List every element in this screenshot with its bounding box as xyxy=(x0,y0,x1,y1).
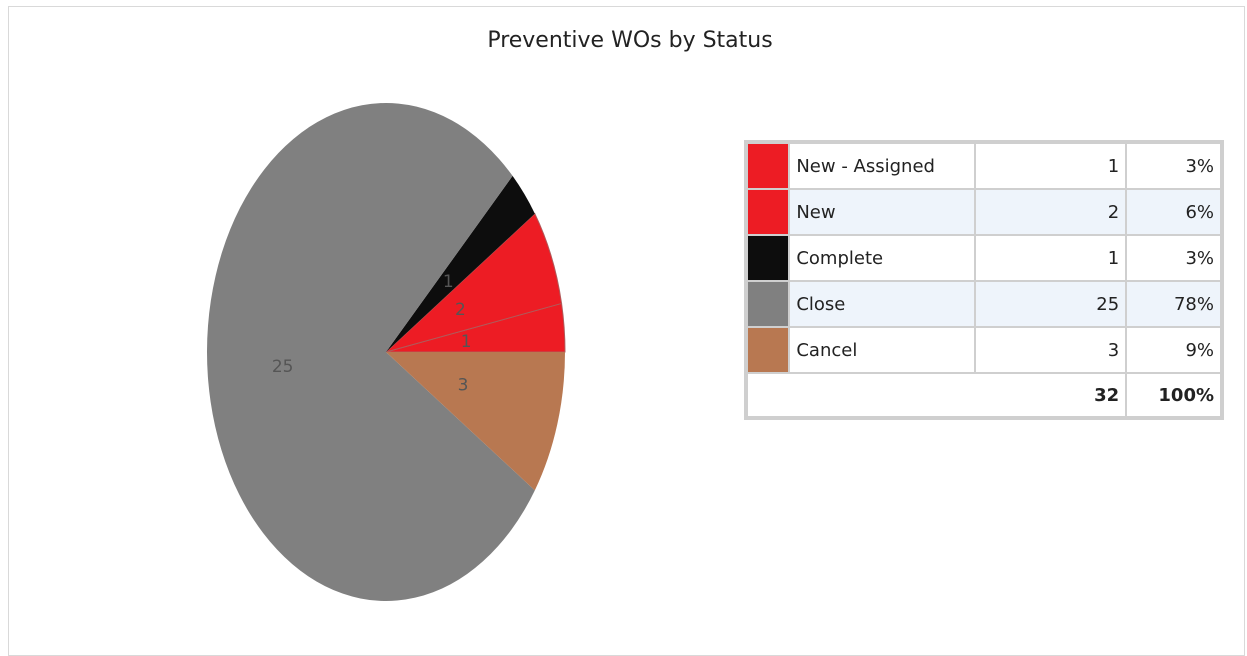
legend-count: 3 xyxy=(973,326,1128,374)
legend-swatch xyxy=(748,190,789,234)
legend-percent: 3% xyxy=(1125,234,1222,282)
legend-percent: 6% xyxy=(1125,188,1222,236)
legend-swatch xyxy=(748,328,789,372)
pie-slice-cancel xyxy=(386,352,565,491)
legend-swatch xyxy=(748,236,789,280)
legend-total-row: 32 100% xyxy=(746,372,1222,418)
pie-slice-label-new: 2 xyxy=(455,300,466,320)
pie-slice-label-complete: 1 xyxy=(443,272,454,292)
legend-row-complete: Complete 1 3% xyxy=(745,234,1222,282)
pie-slice-close xyxy=(206,102,535,601)
legend-row-new-assigned: New - Assigned 1 3% xyxy=(745,142,1222,190)
legend-count: 2 xyxy=(973,188,1128,236)
pie-slice-label-cancel: 3 xyxy=(458,376,469,396)
legend-percent: 9% xyxy=(1125,326,1222,374)
legend-row-new: New 2 6% xyxy=(745,188,1222,236)
legend-total-count: 32 xyxy=(974,372,1128,418)
legend-label: New - Assigned xyxy=(788,142,976,190)
pie-slice-label-new-assigned: 1 xyxy=(461,332,472,352)
legend-label: New xyxy=(788,188,976,236)
pie-slice-label-close: 25 xyxy=(272,357,294,377)
legend-row-close: Close 25 78% xyxy=(745,280,1222,328)
legend-table: New - Assigned 1 3% New 2 6% Complete 1 … xyxy=(744,140,1224,420)
legend-total-percent: 100% xyxy=(1125,372,1222,418)
legend-count: 25 xyxy=(973,280,1128,328)
legend-count: 1 xyxy=(973,142,1128,190)
legend-label: Close xyxy=(788,280,976,328)
legend-percent: 3% xyxy=(1125,142,1222,190)
legend-label: Complete xyxy=(788,234,976,282)
legend-swatch xyxy=(748,144,789,188)
legend-label: Cancel xyxy=(788,326,976,374)
legend-total-blank xyxy=(746,372,975,418)
legend-percent: 78% xyxy=(1125,280,1222,328)
pie-slice-new xyxy=(385,212,563,353)
pie-slice-complete xyxy=(386,175,535,352)
legend-row-cancel: Cancel 3 9% xyxy=(745,326,1222,374)
chart-title: Preventive WOs by Status xyxy=(487,28,773,53)
legend-count: 1 xyxy=(973,234,1128,282)
legend-swatch xyxy=(748,282,789,326)
